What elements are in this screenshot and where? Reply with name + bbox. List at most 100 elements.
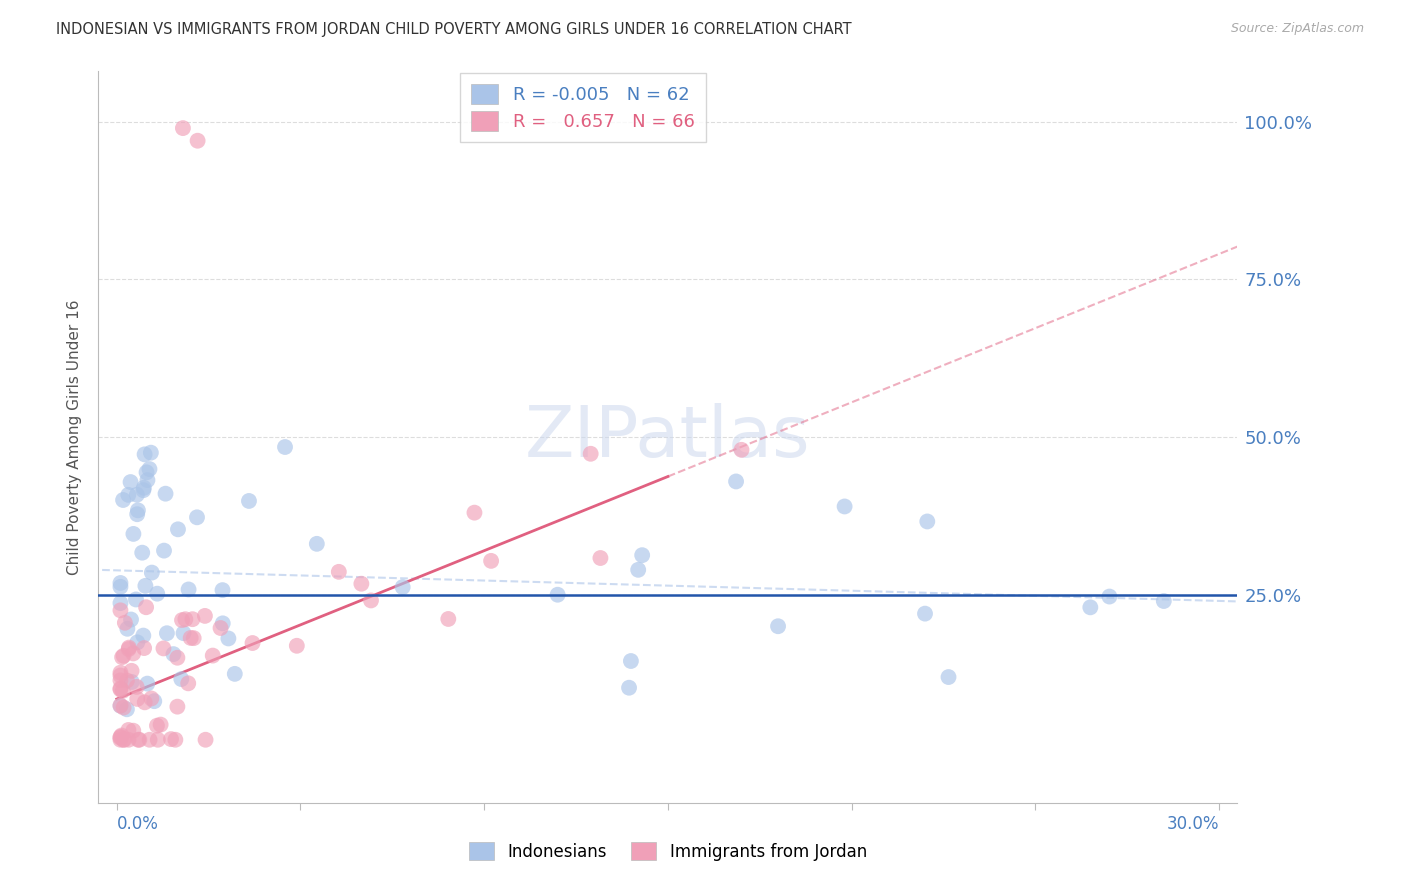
Point <box>117 732 139 747</box>
Point <box>127 692 149 706</box>
Point <box>122 723 145 738</box>
Point <box>110 673 132 688</box>
Point <box>617 681 640 695</box>
Point <box>146 587 169 601</box>
Point <box>834 500 856 514</box>
Point <box>620 654 643 668</box>
Point <box>391 580 413 594</box>
Point <box>631 548 654 562</box>
Point <box>110 681 132 696</box>
Point <box>547 588 569 602</box>
Point <box>136 473 159 487</box>
Point <box>141 566 163 580</box>
Point <box>127 503 149 517</box>
Point <box>589 551 612 566</box>
Point <box>177 582 200 597</box>
Point <box>160 732 183 747</box>
Point <box>360 593 382 607</box>
Point <box>217 632 239 646</box>
Point <box>1098 590 1121 604</box>
Point <box>110 580 132 594</box>
Point <box>117 622 139 636</box>
Point <box>110 731 132 745</box>
Point <box>166 699 188 714</box>
Point <box>153 543 176 558</box>
Point <box>131 546 153 560</box>
Point <box>938 670 960 684</box>
Point <box>139 445 162 459</box>
Text: ZIPatlas: ZIPatlas <box>524 402 811 472</box>
Text: Source: ZipAtlas.com: Source: ZipAtlas.com <box>1230 22 1364 36</box>
Point <box>146 732 169 747</box>
Point <box>132 483 155 498</box>
Point <box>121 664 143 678</box>
Point <box>725 475 748 489</box>
Point <box>132 629 155 643</box>
Point <box>170 672 193 686</box>
Point <box>183 631 205 645</box>
Point <box>127 507 149 521</box>
Point <box>111 684 134 698</box>
Point <box>186 510 208 524</box>
Point <box>110 603 132 617</box>
Point <box>350 576 373 591</box>
Point <box>181 612 204 626</box>
Point <box>167 522 190 536</box>
Point <box>165 732 187 747</box>
Point <box>127 635 149 649</box>
Point <box>110 698 132 713</box>
Point <box>242 636 264 650</box>
Point <box>114 615 136 630</box>
Text: 0.0%: 0.0% <box>117 815 159 833</box>
Point <box>134 579 156 593</box>
Point <box>138 462 160 476</box>
Point <box>134 695 156 709</box>
Point <box>194 732 217 747</box>
Point <box>120 475 142 489</box>
Point <box>112 732 135 747</box>
Point <box>128 732 150 747</box>
Point <box>180 631 202 645</box>
Point <box>155 486 177 500</box>
Point <box>112 648 135 663</box>
Point <box>112 493 135 508</box>
Point <box>134 641 156 656</box>
Point <box>170 613 193 627</box>
Point <box>437 612 460 626</box>
Point <box>305 537 328 551</box>
Point <box>224 666 246 681</box>
Point <box>187 134 209 148</box>
Point <box>135 600 157 615</box>
Point <box>917 515 939 529</box>
Point <box>134 447 156 461</box>
Point <box>463 506 485 520</box>
Point <box>173 626 195 640</box>
Point <box>174 612 197 626</box>
Point <box>209 621 232 635</box>
Point <box>211 616 233 631</box>
Point <box>117 488 139 502</box>
Point <box>122 647 145 661</box>
Point <box>146 719 169 733</box>
Point <box>110 596 132 610</box>
Point <box>479 554 502 568</box>
Point <box>149 717 172 731</box>
Point <box>285 639 308 653</box>
Point <box>135 466 157 480</box>
Point <box>730 442 752 457</box>
Point <box>118 642 141 657</box>
Point <box>110 698 132 713</box>
Point <box>166 650 188 665</box>
Point <box>125 488 148 502</box>
Point <box>238 494 260 508</box>
Point <box>110 732 132 747</box>
Point <box>274 440 297 454</box>
Text: 30.0%: 30.0% <box>1167 815 1219 833</box>
Text: INDONESIAN VS IMMIGRANTS FROM JORDAN CHILD POVERTY AMONG GIRLS UNDER 16 CORRELAT: INDONESIAN VS IMMIGRANTS FROM JORDAN CHI… <box>56 22 852 37</box>
Point <box>122 527 145 541</box>
Point <box>914 607 936 621</box>
Point <box>211 583 233 598</box>
Point <box>117 723 139 737</box>
Point <box>125 680 148 694</box>
Point <box>138 732 160 747</box>
